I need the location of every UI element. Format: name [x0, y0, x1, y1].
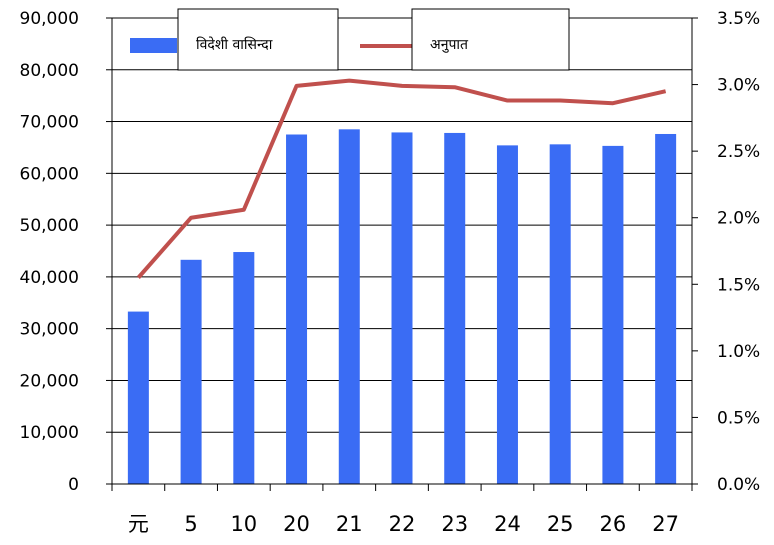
- x-tick-label: 20: [283, 512, 310, 536]
- bar: [549, 144, 571, 485]
- legend-label-line: अनुपात: [430, 37, 469, 53]
- axes: [106, 17, 698, 491]
- x-tick-label: 25: [547, 512, 574, 536]
- x-tick-label: 21: [336, 512, 363, 536]
- x-tick-label: 10: [230, 512, 257, 536]
- bar: [391, 132, 413, 484]
- left-tick-label: 0: [68, 475, 79, 495]
- legend-label-box-line: [411, 8, 570, 71]
- left-tick-label: 60,000: [20, 164, 79, 184]
- left-tick-label: 30,000: [20, 320, 79, 340]
- left-tick-label: 40,000: [20, 268, 79, 288]
- x-tick-label: 元: [128, 512, 149, 536]
- legend-swatch-bar: [130, 38, 177, 53]
- right-tick-label: 1.5%: [717, 275, 760, 295]
- bar: [602, 145, 624, 484]
- x-tick-label: 26: [600, 512, 627, 536]
- bar: [180, 259, 202, 484]
- legend-label-box-bar: [177, 8, 339, 71]
- left-tick-label: 90,000: [20, 9, 79, 29]
- right-tick-label: 3.0%: [717, 76, 760, 96]
- right-tick-label: 0.0%: [717, 475, 760, 495]
- bar: [233, 252, 255, 484]
- x-tick-label: 22: [389, 512, 416, 536]
- tick-labels: 0 10,000 20,000 30,000 40,000 50,000 60,000 70,…: [20, 9, 761, 536]
- bar: [127, 311, 149, 484]
- bar: [655, 133, 677, 484]
- bar: [286, 134, 308, 484]
- right-tick-label: 2.5%: [717, 142, 760, 162]
- right-tick-label: 1.0%: [717, 342, 760, 362]
- left-tick-label: 70,000: [20, 113, 79, 133]
- x-tick-label: 24: [494, 512, 521, 536]
- bar-series: [127, 129, 677, 485]
- legend: विदेशी वासिन्दा अनुपात: [130, 8, 570, 71]
- left-tick-label: 80,000: [20, 61, 79, 81]
- legend-label-bar: विदेशी वासिन्दा: [196, 36, 273, 53]
- left-tick-label: 20,000: [20, 371, 79, 391]
- line-series: [136, 78, 667, 279]
- x-tick-label: 23: [441, 512, 468, 536]
- left-tick-label: 10,000: [20, 423, 79, 443]
- bar: [338, 129, 360, 485]
- bar: [444, 132, 466, 485]
- left-tick-label: 50,000: [20, 216, 79, 236]
- right-tick-label: 2.0%: [717, 209, 760, 229]
- bar: [496, 145, 518, 484]
- right-tick-label: 0.5%: [717, 408, 760, 428]
- x-tick-label: 27: [652, 512, 679, 536]
- right-tick-label: 3.5%: [717, 9, 760, 29]
- x-tick-label: 5: [184, 512, 197, 536]
